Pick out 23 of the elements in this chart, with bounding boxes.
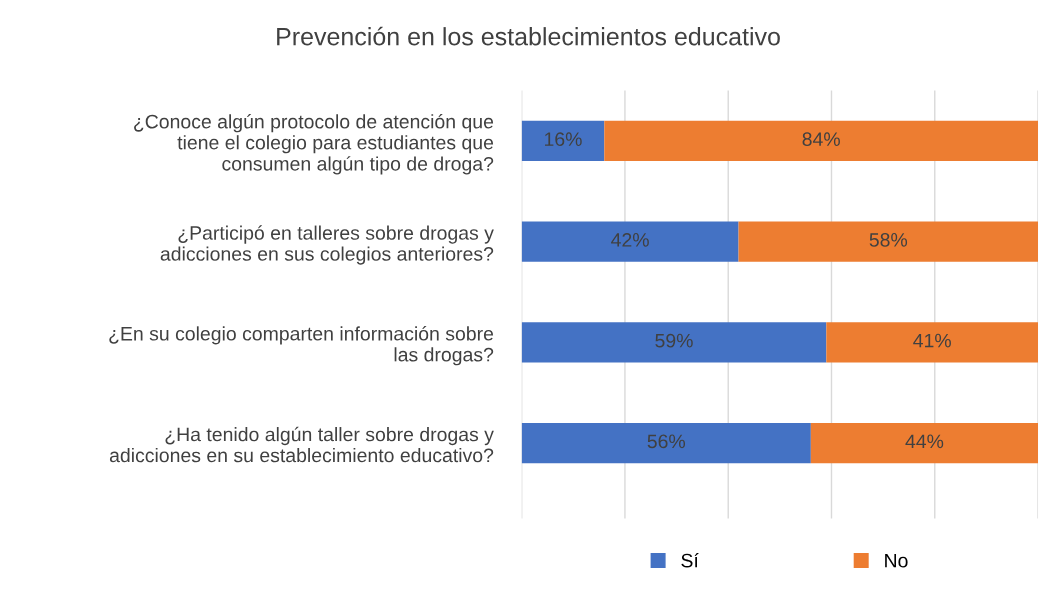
data-label: 56% [647,434,686,449]
legend-label: No [885,553,908,568]
bar [521,322,827,363]
data-label: 59% [655,333,693,348]
data-label: 44% [905,434,944,449]
legend-label: Sí [681,552,699,568]
bar [521,422,811,464]
y-tick-label: ¿Conoce algún protocolo de atención que tiene el colegio para estudiantes que consumen algún tipo de droga? [134,114,494,175]
bar [826,322,1039,363]
data-label: 84% [802,132,840,147]
data-label: 41% [913,333,951,348]
bar [810,422,1039,464]
bar [521,221,739,262]
data-label: 16% [545,132,582,147]
bar [521,120,605,161]
chart-title: Prevención en los establecimientos educativo [277,26,780,46]
y-tick-label: ¿Participó en talleres sobre drogas y adicciones en sus colegios anteriores? [160,225,494,265]
y-tick-label: ¿En su colegio comparten información sobre las drogas? [109,326,494,366]
bar [738,221,1039,262]
data-label: 42% [611,233,649,247]
bar [604,120,1039,161]
y-tick-label: ¿Ha tenido algún taller sobre drogas y adicciones en su establecimiento educativo? [109,426,494,463]
data-label: 58% [869,233,908,247]
